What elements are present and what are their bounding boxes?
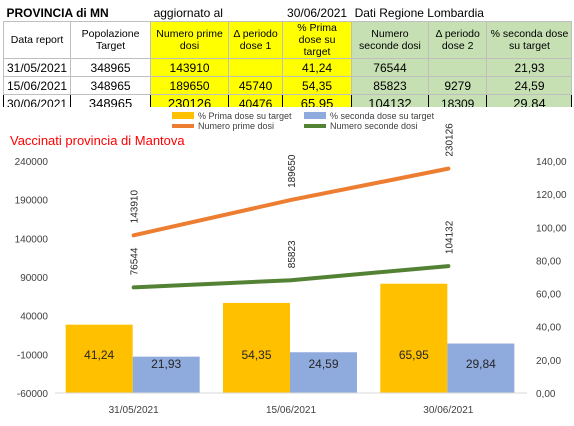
line-data-label: 230126 bbox=[444, 123, 455, 157]
header-cell[interactable]: Δ periodo dose 1 bbox=[228, 21, 284, 59]
header-cell[interactable]: Numero prime dosi bbox=[150, 21, 230, 59]
table-cell[interactable]: 189650 bbox=[150, 76, 230, 95]
sheet-title[interactable]: PROVINCIA di MN bbox=[6, 5, 109, 20]
line-group: 143910 189650 230126 76544 85823 104132 bbox=[130, 123, 455, 290]
bar bbox=[223, 302, 290, 393]
chart-title: Vaccinati provincia di Mantova bbox=[10, 133, 185, 148]
bar-data-label: 41,24 bbox=[84, 348, 114, 362]
line-data-label: 189650 bbox=[287, 154, 298, 188]
header-cell[interactable]: % Prima dose su target bbox=[282, 21, 353, 59]
bar bbox=[65, 324, 133, 393]
legend: % Prima dose su target % seconda dose su … bbox=[172, 111, 435, 131]
line-data-label: 104132 bbox=[444, 220, 455, 254]
table-cell[interactable]: 24,59 bbox=[486, 76, 573, 95]
table-cell[interactable]: 85823 bbox=[351, 76, 429, 95]
left-axis: -60000 -10000 40000 90000 140000 190000 240000 bbox=[15, 157, 49, 400]
table-cell[interactable]: 45740 bbox=[228, 76, 284, 95]
series-line bbox=[131, 166, 451, 238]
table-cell[interactable]: 348965 bbox=[70, 58, 152, 77]
vaccination-chart: % Prima dose su target % seconda dose su … bbox=[0, 107, 574, 426]
legend-label: % seconda dose su target bbox=[330, 111, 435, 121]
legend-label: Numero prime dosi bbox=[198, 121, 274, 131]
header-cell[interactable]: Data report bbox=[2, 21, 72, 59]
right-axis: 0,00 20,00 40,00 60,00 80,00 100,00 120,00 140,… bbox=[536, 157, 567, 400]
y-tick-label: -60000 bbox=[17, 389, 49, 400]
bar-group: 41,24 54,35 65,95 21,93 24,59 29,84 bbox=[65, 283, 515, 393]
bar-data-label: 24,59 bbox=[308, 357, 338, 371]
table-cell[interactable]: 54,35 bbox=[282, 76, 353, 95]
bar-data-label: 29,84 bbox=[466, 357, 496, 371]
y-tick-label: 90000 bbox=[20, 273, 48, 284]
series-line bbox=[131, 264, 451, 290]
bar bbox=[447, 343, 515, 393]
x-tick-label: 15/06/2021 bbox=[266, 405, 316, 416]
bar-data-label: 21,93 bbox=[151, 357, 181, 371]
bar bbox=[380, 283, 448, 393]
table-cell[interactable]: 348965 bbox=[70, 76, 152, 95]
bar bbox=[132, 356, 200, 393]
header-cell[interactable]: Δ periodo dose 2 bbox=[427, 21, 488, 59]
updated-label[interactable]: aggiornato al bbox=[153, 5, 223, 20]
spreadsheet-area: PROVINCIA di MN aggiornato al 30/06/2021… bbox=[0, 0, 574, 113]
bar-data-label: 65,95 bbox=[399, 348, 429, 362]
y-tick-label: 190000 bbox=[15, 196, 49, 207]
table-cell[interactable] bbox=[427, 58, 488, 77]
table-cell[interactable]: 31/05/2021 bbox=[2, 58, 72, 77]
bar bbox=[290, 352, 357, 393]
legend-swatch bbox=[172, 112, 194, 119]
y2-tick-label: 20,00 bbox=[536, 356, 561, 367]
x-tick-label: 30/06/2021 bbox=[423, 405, 473, 416]
y-tick-label: 240000 bbox=[15, 157, 49, 168]
y2-tick-label: 100,00 bbox=[536, 223, 567, 234]
table-row: 31/05/2021 348965 143910 41,24 76544 21,… bbox=[2, 58, 573, 77]
y-tick-label: -10000 bbox=[17, 350, 49, 361]
table-cell[interactable] bbox=[228, 58, 284, 77]
updated-date[interactable]: 30/06/2021 bbox=[287, 5, 348, 20]
header-cell[interactable]: Numero seconde dosi bbox=[351, 21, 429, 59]
y2-tick-label: 80,00 bbox=[536, 256, 561, 267]
table-cell[interactable]: 15/06/2021 bbox=[2, 76, 72, 95]
legend-swatch bbox=[304, 112, 326, 119]
table-row: 15/06/2021 348965 189650 45740 54,35 858… bbox=[2, 76, 573, 95]
table-cell[interactable]: 143910 bbox=[150, 58, 230, 77]
line-data-label: 85823 bbox=[287, 240, 298, 268]
line-data-label: 143910 bbox=[130, 190, 141, 224]
table-cell[interactable]: 21,93 bbox=[486, 58, 573, 77]
table-cell[interactable]: 9279 bbox=[427, 76, 488, 95]
y2-tick-label: 140,00 bbox=[536, 157, 567, 168]
table-cell[interactable]: 41,24 bbox=[282, 58, 353, 77]
data-table: PROVINCIA di MN aggiornato al 30/06/2021… bbox=[2, 4, 573, 113]
x-tick-label: 31/05/2021 bbox=[109, 405, 159, 416]
y2-tick-label: 40,00 bbox=[536, 323, 561, 334]
table-cell[interactable]: 76544 bbox=[351, 58, 429, 77]
y2-tick-label: 120,00 bbox=[536, 190, 567, 201]
legend-label: Numero seconde dosi bbox=[330, 121, 418, 131]
y-tick-label: 140000 bbox=[15, 234, 49, 245]
header-cell[interactable]: % seconda dose su target bbox=[486, 21, 573, 59]
source-label[interactable]: Dati Regione Lombardia bbox=[354, 5, 484, 20]
legend-label: % Prima dose su target bbox=[198, 111, 292, 121]
y-tick-label: 40000 bbox=[20, 312, 48, 323]
y2-tick-label: 0,00 bbox=[536, 389, 556, 400]
header-cell[interactable]: Popolazione Target bbox=[70, 21, 152, 59]
line-data-label: 76544 bbox=[130, 247, 141, 275]
y2-tick-label: 60,00 bbox=[536, 290, 561, 301]
x-axis: 31/05/2021 15/06/2021 30/06/2021 bbox=[55, 392, 527, 416]
bar-data-label: 54,35 bbox=[241, 348, 271, 362]
